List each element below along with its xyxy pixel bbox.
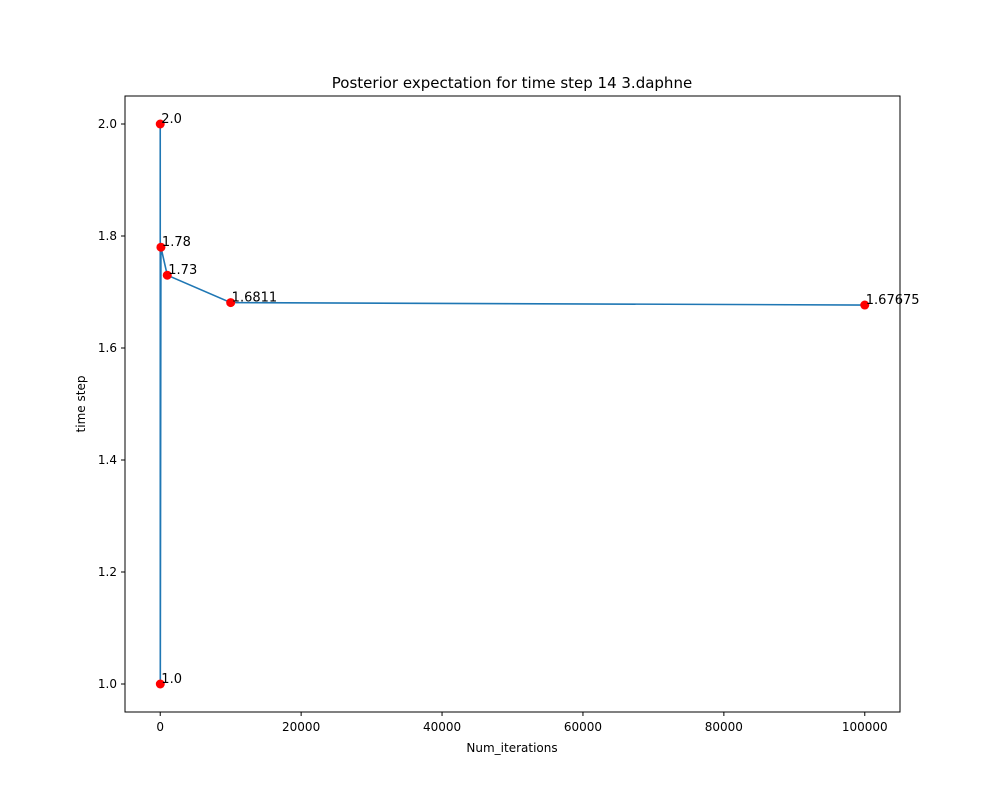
y-tick-label: 2.0 xyxy=(98,117,117,131)
y-tick-label: 1.8 xyxy=(98,229,117,243)
y-tick-label: 1.0 xyxy=(98,677,117,691)
y-tick-label: 1.4 xyxy=(98,453,117,467)
data-label: 2.0 xyxy=(161,112,182,127)
data-label: 1.73 xyxy=(168,263,197,278)
x-axis: 0 20000 40000 60000 80000 100000 xyxy=(156,712,888,734)
x-tick-label: 20000 xyxy=(282,720,320,734)
x-tick-label: 100000 xyxy=(842,720,888,734)
data-point xyxy=(155,119,165,129)
data-point xyxy=(860,300,870,310)
data-label: 1.78 xyxy=(162,235,191,250)
plot-frame xyxy=(124,95,901,713)
x-tick-label: 0 xyxy=(156,720,164,734)
chart-title: Posterior expectation for time step 14 3… xyxy=(332,74,692,92)
data-label: 1.67675 xyxy=(866,293,920,308)
data-point xyxy=(162,270,172,280)
x-tick-label: 80000 xyxy=(705,720,743,734)
y-axis: 1.0 1.2 1.4 1.6 1.8 2.0 xyxy=(98,117,125,691)
series-line xyxy=(159,123,865,685)
x-tick-label: 60000 xyxy=(564,720,602,734)
y-axis-label: time step xyxy=(74,376,88,433)
data-label: 1.6811 xyxy=(232,291,278,306)
x-axis-label: Num_iterations xyxy=(466,741,557,755)
x-tick-label: 40000 xyxy=(423,720,461,734)
y-tick-label: 1.6 xyxy=(98,341,117,355)
y-tick-label: 1.2 xyxy=(98,565,117,579)
data-point xyxy=(226,298,236,308)
data-point xyxy=(156,242,166,252)
plot-series: 2.0 1.0 1.78 1.73 1.6811 1.67675 xyxy=(155,112,920,689)
data-point xyxy=(155,679,165,689)
data-label: 1.0 xyxy=(161,672,182,687)
